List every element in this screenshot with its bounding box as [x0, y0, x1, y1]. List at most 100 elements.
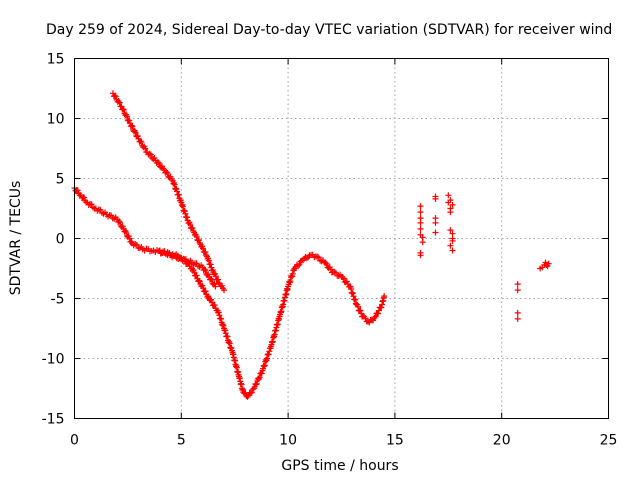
data-point — [170, 180, 177, 187]
data-point — [193, 233, 200, 240]
data-point — [147, 151, 154, 158]
data-point — [258, 370, 265, 377]
y-tick-label: 5 — [56, 172, 65, 188]
x-tick-label: 10 — [279, 433, 297, 449]
data-point — [199, 245, 206, 252]
data-point — [191, 269, 198, 276]
data-point — [134, 132, 141, 139]
data-point — [447, 197, 454, 204]
data-point — [449, 201, 456, 208]
data-point — [123, 113, 130, 120]
data-point — [315, 254, 322, 261]
data-point — [187, 221, 194, 228]
data-point — [200, 285, 207, 292]
data-point — [120, 106, 127, 113]
series-3 — [417, 203, 426, 259]
data-point — [146, 150, 153, 157]
data-point — [296, 261, 303, 268]
chart-title: Day 259 of 2024, Sidereal Day-to-day VTE… — [46, 22, 612, 38]
data-point — [116, 218, 123, 225]
data-point — [74, 187, 81, 194]
data-point — [119, 223, 126, 230]
data-point — [256, 374, 263, 381]
data-point — [417, 225, 424, 232]
data-point — [205, 257, 212, 264]
y-tick-label: -15 — [42, 412, 65, 428]
data-point — [120, 106, 127, 113]
y-tick-label: -10 — [42, 352, 65, 368]
data-point — [362, 315, 369, 322]
data-point — [196, 278, 203, 285]
series-4 — [432, 192, 456, 254]
data-point — [514, 315, 521, 322]
data-point — [202, 249, 209, 256]
data-point — [88, 201, 95, 208]
data-point — [514, 281, 521, 288]
data-point — [253, 380, 260, 387]
y-tick-label: 15 — [47, 52, 65, 68]
data-point — [248, 389, 255, 396]
data-point — [447, 242, 454, 249]
data-point — [163, 168, 170, 175]
data-point — [189, 225, 196, 232]
data-point — [112, 93, 119, 100]
data-point — [81, 194, 88, 201]
data-points — [71, 90, 552, 400]
data-point — [195, 277, 202, 284]
data-point — [371, 314, 378, 321]
data-point — [193, 272, 200, 279]
data-point — [123, 229, 130, 236]
data-point — [173, 185, 180, 192]
data-point — [417, 209, 424, 216]
tick-labels: 0 5 10 15 20 25 -15 -10 -5 0 5 10 15 — [42, 52, 618, 449]
data-point — [514, 287, 521, 294]
data-point — [202, 267, 209, 274]
data-point — [340, 275, 347, 282]
series-6 — [537, 259, 552, 272]
data-point — [132, 129, 139, 136]
data-point — [545, 260, 552, 267]
data-point — [201, 266, 208, 273]
data-point — [129, 123, 136, 130]
data-point — [221, 287, 228, 294]
data-point — [212, 273, 219, 280]
data-point — [207, 261, 214, 268]
data-point — [445, 192, 452, 199]
series-1 — [109, 90, 228, 294]
data-point — [138, 139, 145, 146]
data-point — [203, 252, 210, 259]
data-point — [116, 99, 123, 106]
data-point — [208, 276, 215, 283]
data-point — [174, 188, 181, 195]
data-point — [133, 241, 140, 248]
grid-lines — [74, 58, 609, 419]
data-point — [244, 393, 251, 400]
x-tick-label: 0 — [70, 433, 79, 449]
data-point — [137, 138, 144, 145]
data-point — [126, 235, 133, 242]
series-5 — [514, 281, 521, 322]
data-point — [142, 145, 149, 152]
data-point — [417, 203, 424, 210]
x-tick-label: 5 — [177, 433, 186, 449]
data-point — [122, 227, 129, 234]
data-point — [449, 237, 456, 244]
data-point — [116, 219, 123, 226]
data-point — [205, 271, 212, 278]
data-point — [514, 309, 521, 316]
data-point — [215, 279, 222, 286]
data-point — [417, 252, 424, 259]
data-point — [322, 259, 329, 266]
plot-frame — [74, 58, 609, 419]
data-point — [449, 247, 456, 254]
data-point — [357, 307, 364, 314]
data-point — [128, 122, 135, 129]
x-axis-label: GPS time / hours — [281, 458, 398, 474]
data-point — [207, 275, 214, 282]
x-tick-label: 20 — [493, 433, 511, 449]
data-point — [215, 276, 222, 283]
data-point — [97, 206, 104, 213]
x-tick-label: 15 — [386, 433, 404, 449]
data-point — [323, 260, 330, 267]
data-point — [432, 195, 439, 202]
